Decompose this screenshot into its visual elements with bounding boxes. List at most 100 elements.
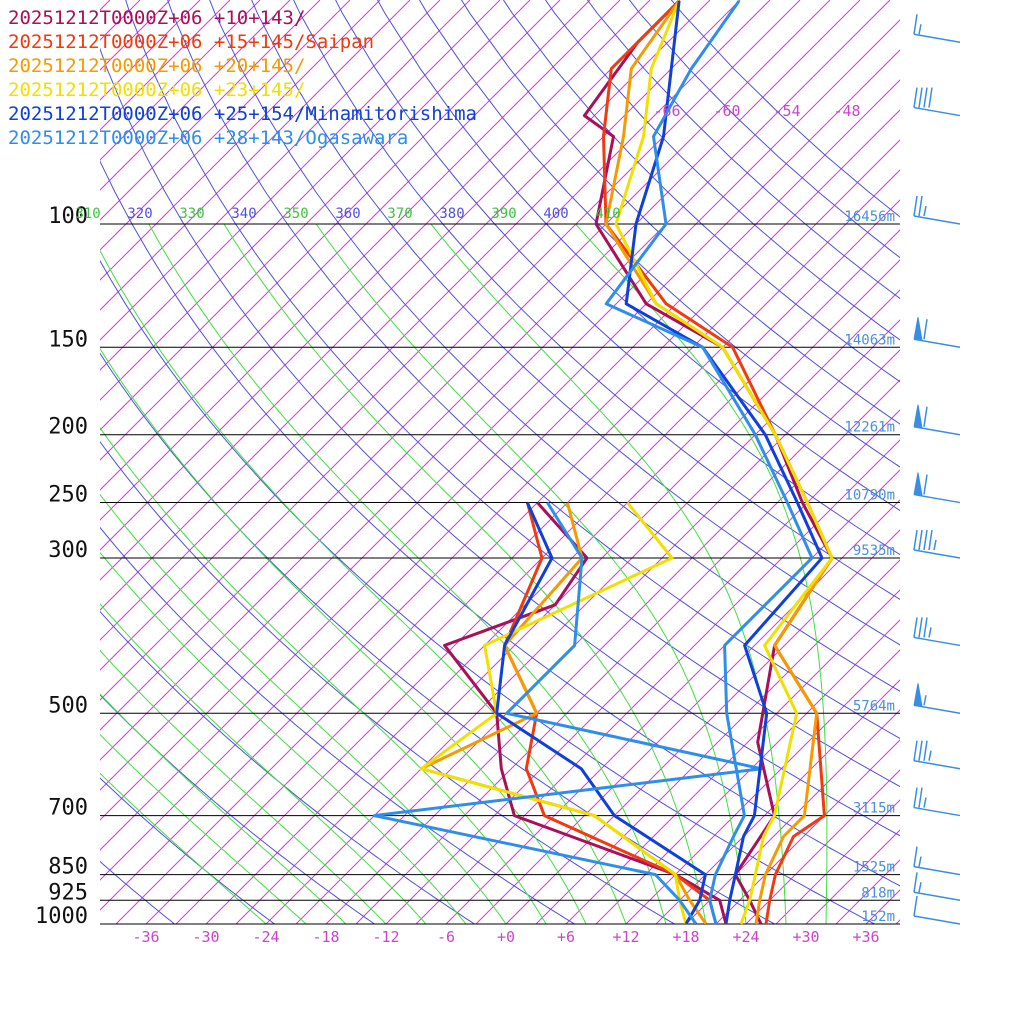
wind-barb [913,895,961,925]
isotherm-line [175,199,900,924]
temperature-tick-label: +30 [792,928,819,946]
wind-barbs [913,14,961,925]
pressure-tick-label: 250 [48,483,88,508]
upper-temperature-label: -48 [833,102,860,120]
theta-label: 390 [491,206,516,222]
pressure-tick-label: 850 [48,855,88,880]
isotherm-line [100,0,441,341]
pressure-tick-label: 500 [48,693,88,718]
isotherm-line [926,0,1024,924]
upper-temperature-label: -60 [713,102,740,120]
legend-entry: 20251212T0000Z+06 +25+154/Minamitorishim… [8,103,477,125]
moist-adiabat-line [100,347,587,924]
axis-labels: 100 16456m 150 14063m 200 12261m 250 10790m 300 9… [35,102,895,946]
theta-label: 410 [595,206,620,222]
isotherm-line [100,0,801,701]
wind-barb [913,683,961,715]
isotherm-line [415,439,900,924]
wind-barb [913,472,961,504]
isotherm-line [100,0,681,581]
height-label: 1525m [853,860,895,876]
theta-label: 330 [179,206,204,222]
wind-barb [913,846,961,876]
temperature-tick-label: -6 [437,928,455,946]
isotherm-line [100,0,831,731]
temperature-tick-label: +0 [497,928,515,946]
isotherm-line [100,0,891,791]
isotherm-line [115,139,900,924]
isotherm-line [100,0,861,761]
pressure-tick-label: 925 [48,880,88,905]
isotherm-line [100,0,321,221]
pressure-tick-label: 100 [48,204,88,229]
height-label: 152m [861,909,895,925]
height-label: 5764m [853,698,895,714]
temperature-profiles [582,0,834,925]
height-label: 3115m [853,801,895,817]
dewpoint-line [419,501,688,924]
temperature-tick-label: -36 [132,928,159,946]
dry-adiabat-line [100,777,276,924]
temperature-tick-label: +6 [557,928,575,946]
pressure-tick-label: 150 [48,327,88,352]
legend-entry: 20251212T0000Z+06 +10+143/ [8,7,305,29]
wind-barb [913,529,961,559]
dry-adiabat-line [100,860,176,924]
isotherm-line [100,0,351,251]
upper-temperature-label: -66 [653,102,680,120]
dry-adiabat-line [209,0,900,692]
dewpoint-line [503,502,718,924]
dry-adiabat-line [167,0,900,740]
isotherm-line [100,0,501,401]
theta-label: 380 [439,206,464,222]
dry-adiabat-line [100,526,576,924]
temperature-tick-label: +24 [732,928,759,946]
legend-entry: 20251212T0000Z+06 +15+145/Saipan [8,31,374,53]
isotherm-line [775,799,900,924]
temperature-line [582,0,834,925]
dewpoint-line [443,501,728,924]
isotherm-line [445,469,900,924]
theta-label: 370 [387,206,412,222]
temperature-line [614,0,834,925]
isotherm-line [100,19,900,821]
height-label: 818m [861,885,895,901]
temperature-line [624,0,824,925]
theta-label: 320 [127,206,152,222]
isotherm-line [205,229,900,924]
isotherm-line [835,859,900,924]
dry-adiabat-line [100,47,900,837]
isotherm-line [535,559,900,924]
temperature-tick-label: -24 [252,928,279,946]
legend-entry: 20251212T0000Z+06 +28+143/Ogasawara [8,127,408,149]
dry-adiabat-line [100,160,900,887]
height-label: 16456m [844,209,895,225]
legend-entry: 20251212T0000Z+06 +23+145/ [8,79,305,101]
pressure-tick-label: 300 [48,538,88,563]
theta-label: 340 [231,206,256,222]
dry-adiabat-line [502,0,900,383]
isotherm-line [100,0,741,641]
pressure-tick-label: 700 [48,796,88,821]
theta-label: 350 [283,206,308,222]
isotherm-line [805,829,900,924]
dry-adiabat-line [586,0,900,300]
isotherm-line [100,0,621,521]
dry-adiabat-line [100,259,876,924]
isotherm-line [100,79,900,881]
dry-adiabat-line [251,0,900,646]
theta-label: 400 [543,206,568,222]
wind-barb [913,617,961,647]
temperature-tick-label: -30 [192,928,219,946]
isotherm-line [295,319,900,924]
isotherm-line [265,289,900,924]
temperature-tick-label: +18 [672,928,699,946]
dry-adiabat-line [418,0,900,468]
isotherm-line [145,169,900,924]
height-label: 14063m [844,332,895,348]
wind-barb [913,87,961,117]
isotherm-line [100,0,711,611]
dry-adiabat-line [670,0,900,218]
temperature-tick-label: -12 [372,928,399,946]
dry-adiabat-line [544,0,900,341]
